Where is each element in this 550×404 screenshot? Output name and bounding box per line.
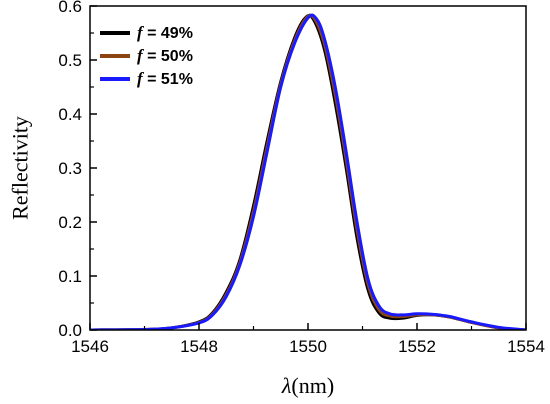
series-line-3 bbox=[90, 13, 526, 330]
legend-label: f = 50% bbox=[137, 46, 193, 65]
y-tick-label: 0.1 bbox=[58, 267, 82, 286]
series-layer bbox=[90, 13, 526, 330]
x-axis-unit: (nm) bbox=[291, 373, 334, 398]
x-tick-label: 1552 bbox=[398, 337, 436, 356]
y-tick-label: 0.3 bbox=[58, 159, 82, 178]
y-tick-label: 0.0 bbox=[58, 321, 82, 340]
y-axis-title: Reflectivity bbox=[8, 116, 33, 220]
x-axis-ticks: 1546 1548 1550 1552 1554 bbox=[71, 323, 545, 356]
x-tick-label: 1554 bbox=[507, 337, 545, 356]
y-axis-ticks: 0.0 0.1 0.2 0.3 0.4 0.5 0.6 bbox=[58, 0, 97, 340]
x-tick-label: 1546 bbox=[71, 337, 109, 356]
legend-label: f = 51% bbox=[137, 69, 193, 88]
y-tick-label: 0.4 bbox=[58, 105, 82, 124]
y-tick-label: 0.6 bbox=[58, 0, 82, 16]
legend: f = 49% f = 50% f = 51% bbox=[100, 23, 193, 88]
x-tick-label: 1550 bbox=[289, 337, 327, 356]
legend-label: f = 49% bbox=[137, 23, 193, 42]
x-tick-label: 1548 bbox=[180, 337, 218, 356]
x-axis-symbol: λ bbox=[281, 373, 292, 398]
y-tick-label: 0.2 bbox=[58, 213, 82, 232]
y-tick-label: 0.5 bbox=[58, 51, 82, 70]
x-axis-title: λ(nm) bbox=[281, 373, 334, 398]
